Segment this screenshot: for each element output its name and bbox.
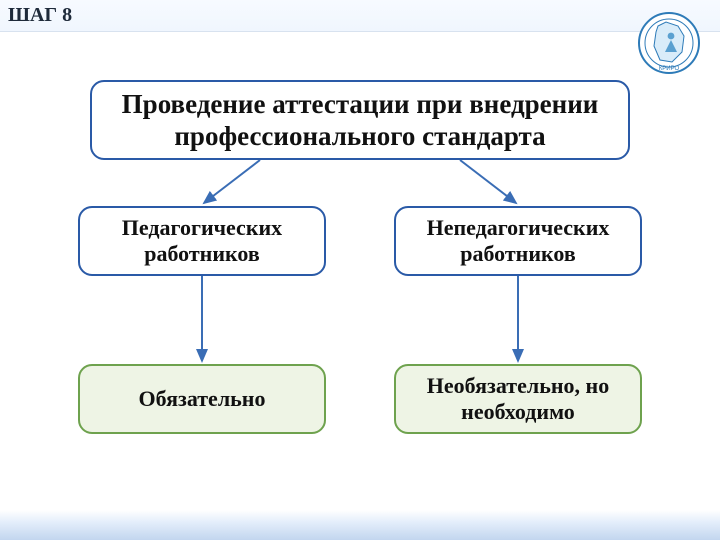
main-title-text: Проведение аттестации при внедрении проф… — [104, 88, 616, 153]
org-logo: КРИРО — [638, 12, 700, 74]
step-title: ШАГ 8 — [8, 4, 72, 27]
edge-main-to-right — [460, 160, 516, 203]
category-left-box: Педагогических работников — [78, 206, 326, 276]
svg-text:КРИРО: КРИРО — [659, 66, 680, 72]
category-right-box: Непедагогических работников — [394, 206, 642, 276]
footer-strip — [0, 510, 720, 540]
category-right-text: Непедагогических работников — [408, 215, 628, 268]
result-right-text: Необязательно, но необходимо — [408, 373, 628, 426]
category-left-text: Педагогических работников — [92, 215, 312, 268]
header-bar: ШАГ 8 — [0, 0, 720, 32]
result-right-box: Необязательно, но необходимо — [394, 364, 642, 434]
result-left-text: Обязательно — [139, 386, 266, 412]
edge-main-to-left — [204, 160, 260, 203]
result-left-box: Обязательно — [78, 364, 326, 434]
main-title-box: Проведение аттестации при внедрении проф… — [90, 80, 630, 160]
